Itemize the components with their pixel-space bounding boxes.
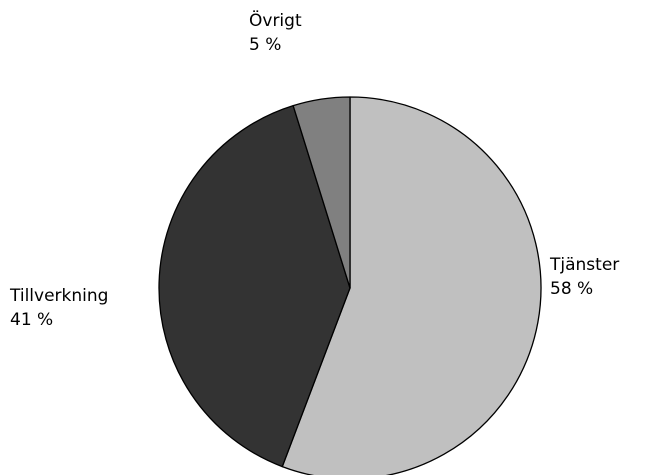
slice-label-tillverkning: Tillverkning 41 % [10,284,108,332]
slice-percent: 41 % [10,310,54,330]
slice-name: Övrigt [249,11,302,31]
slice-tjanster [281,96,542,475]
slice-label-tjanster: Tjänster 58 % [550,253,619,301]
slice-name: Tjänster [550,255,620,275]
pie-slices [158,96,542,475]
slice-name: Tillverkning [10,286,109,306]
slice-percent: 58 % [550,279,594,299]
slice-tillverkning [158,105,351,468]
slice-label-ovrigt: Övrigt 5 % [249,9,302,57]
slice-ovrigt [292,96,351,289]
slice-percent: 5 % [249,35,282,55]
